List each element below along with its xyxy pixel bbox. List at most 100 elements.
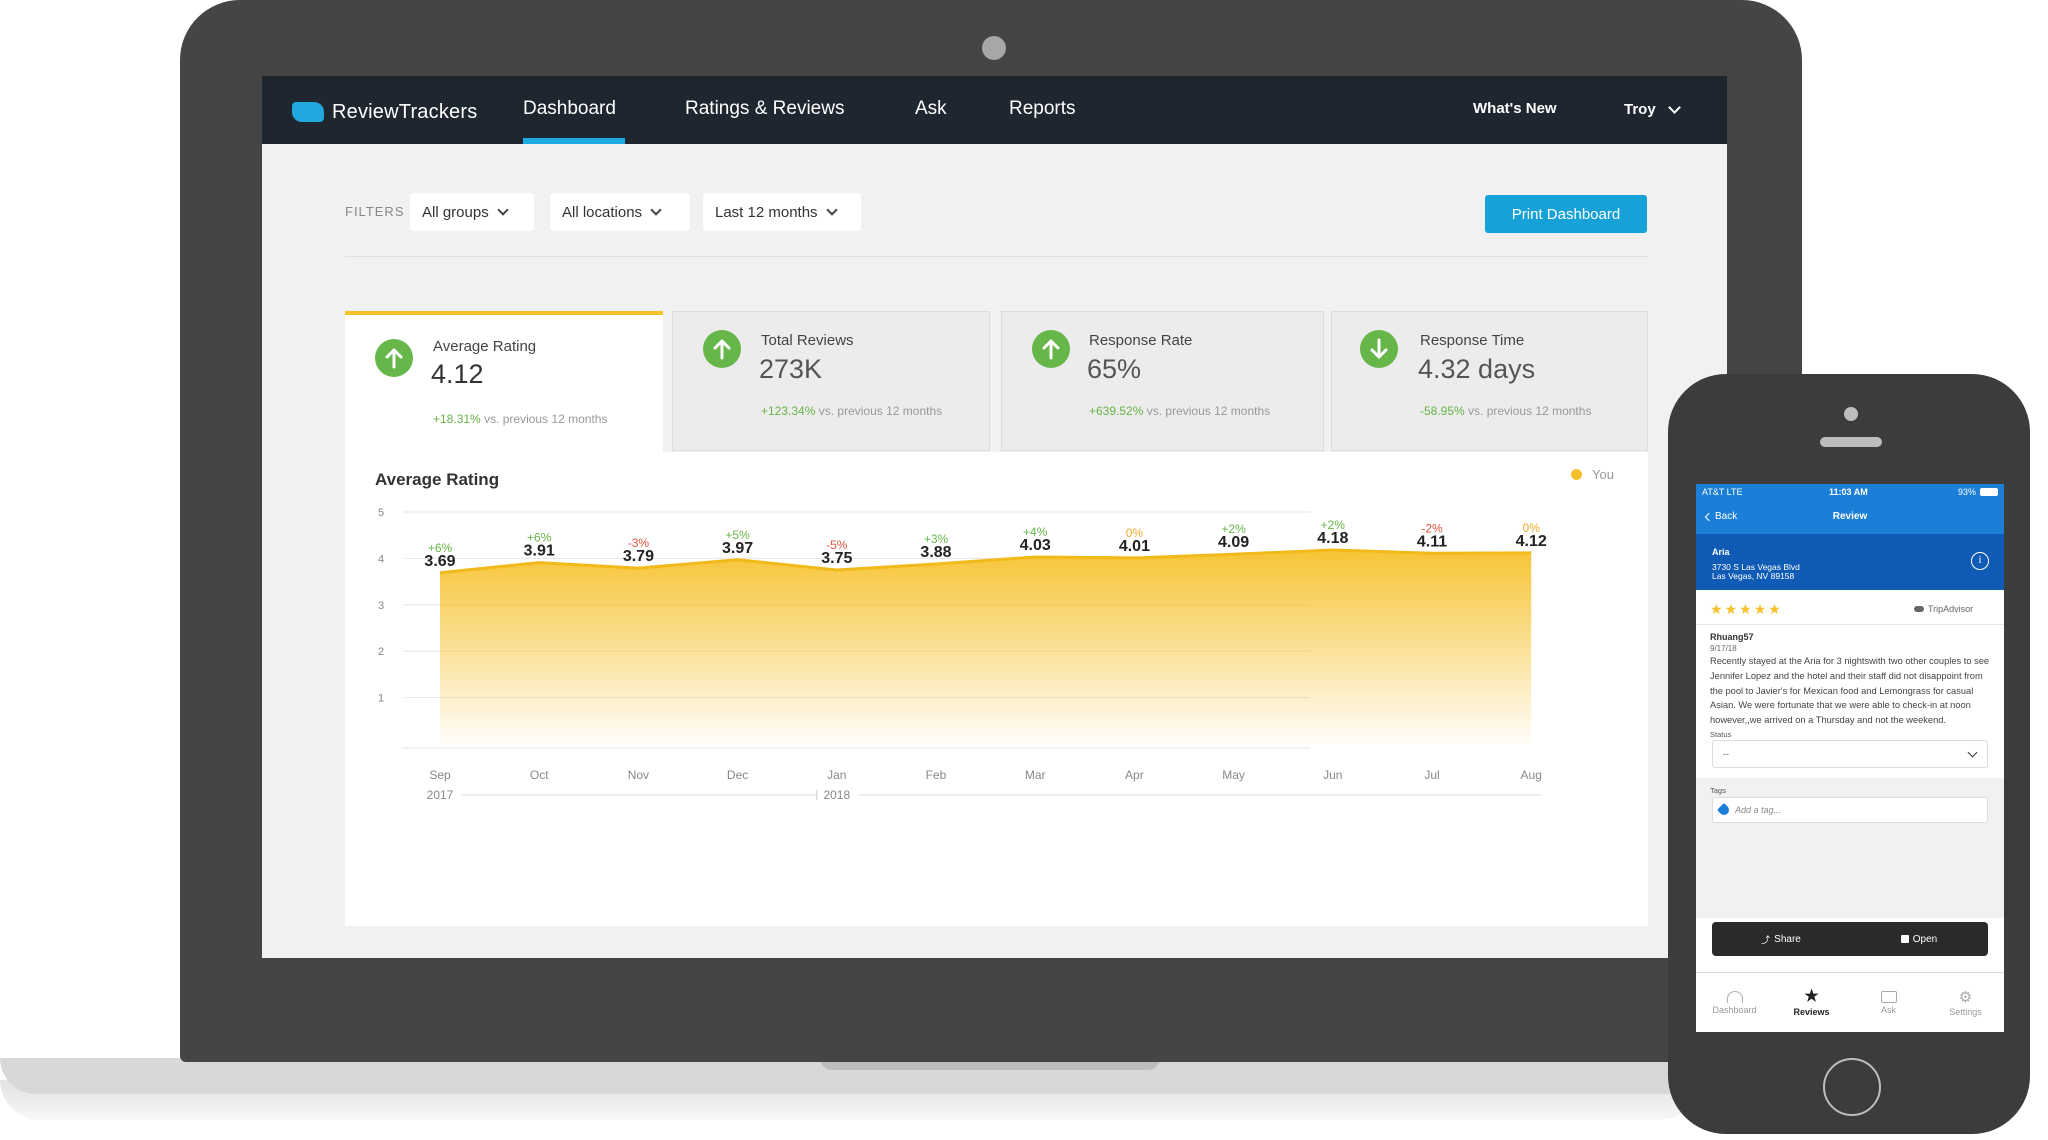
nav-ask[interactable]: Ask	[915, 98, 947, 119]
rating-area	[440, 550, 1532, 744]
filters-label: FILTERS	[345, 204, 405, 219]
business-name: Aria	[1712, 547, 1730, 557]
stat-delta: -58.95% vs. previous 12 months	[1420, 404, 1591, 418]
y-tick-label: 3	[378, 600, 384, 612]
tab-ask[interactable]: Ask	[1850, 973, 1927, 1032]
open-button[interactable]: Open	[1850, 922, 1988, 956]
stat-delta-percent: -58.95%	[1420, 404, 1465, 418]
star-icon: ★	[1753, 601, 1767, 617]
stat-compare: vs. previous 12 months	[1146, 404, 1271, 418]
groups-dropdown[interactable]: All groups	[410, 193, 534, 231]
stat-value: 4.12	[431, 359, 484, 389]
x-tick-label: Oct	[530, 768, 549, 782]
info-icon[interactable]: i	[1971, 552, 1989, 570]
battery-icon	[1980, 488, 1998, 496]
phone-camera	[1844, 407, 1858, 421]
stat-value: 273K	[759, 354, 823, 384]
tag-input[interactable]: Add a tag...	[1712, 797, 1988, 823]
star-icon: ★	[1724, 601, 1738, 617]
chevron-down-icon	[825, 204, 838, 216]
year-label: 2018	[823, 788, 850, 802]
data-label: 3.97	[722, 540, 753, 557]
divider	[1696, 624, 2004, 625]
tab-settings[interactable]: ⚙ Settings	[1927, 973, 2004, 1032]
stat-compare: vs. previous 12 months	[818, 404, 943, 418]
change-label: -2%	[1421, 521, 1443, 535]
print-dashboard-button[interactable]: Print Dashboard	[1485, 195, 1647, 233]
x-tick-label: Aug	[1521, 768, 1542, 782]
back-label: Back	[1715, 511, 1738, 522]
period-dropdown[interactable]: Last 12 months	[703, 193, 861, 231]
phone-status-bar: AT&T LTE 11:03 AM 93%	[1696, 484, 2004, 500]
carrier: AT&T LTE	[1702, 487, 1743, 497]
locations-dropdown-value: All locations	[562, 203, 643, 221]
logo-icon	[292, 102, 324, 122]
data-label: 3.79	[623, 548, 654, 565]
reviewer-name: Rhuang57	[1710, 632, 1754, 642]
x-tick-label: Jan	[827, 768, 846, 782]
data-label: 3.91	[524, 543, 555, 560]
divider	[345, 256, 1648, 257]
arrow-up-icon	[1032, 330, 1070, 368]
data-label: 3.88	[920, 544, 951, 561]
tab-label: Settings	[1949, 1006, 1982, 1017]
y-tick-label: 5	[378, 507, 384, 519]
clock: 11:03 AM	[1829, 487, 1868, 497]
status-label: Status	[1710, 730, 1732, 739]
change-label: +3%	[924, 532, 949, 546]
tab-reviews[interactable]: ★ Reviews	[1773, 973, 1850, 1032]
logo[interactable]: ReviewTrackers	[292, 100, 477, 124]
change-label: -3%	[628, 536, 650, 550]
address-line2: Las Vegas, NV 89158	[1712, 571, 1795, 581]
arrow-up-icon	[703, 330, 741, 368]
stat-delta-percent: +18.31%	[433, 412, 481, 426]
stat-label: Response Rate	[1089, 332, 1193, 349]
address-line1: 3730 S Las Vegas Blvd	[1712, 562, 1800, 572]
laptop-camera	[982, 36, 1006, 60]
header-title: Review	[1832, 511, 1868, 522]
nav-reports[interactable]: Reports	[1009, 98, 1076, 119]
back-button[interactable]: Back	[1704, 511, 1738, 522]
share-button[interactable]: ⤴ Share	[1712, 922, 1850, 956]
star-icon: ★	[1768, 601, 1781, 617]
x-tick-label: Apr	[1125, 768, 1144, 782]
stat-card-average-rating[interactable]: Average Rating 4.12 +18.31% vs. previous…	[345, 311, 663, 457]
status-value: --	[1723, 749, 1729, 759]
tab-dashboard[interactable]: Dashboard	[1696, 973, 1773, 1032]
tags-label: Tags	[1710, 786, 1726, 795]
tab-label: Ask	[1880, 1005, 1896, 1015]
stat-delta-percent: +123.34%	[761, 404, 816, 418]
change-label: +5%	[725, 528, 750, 542]
chevron-down-icon	[650, 204, 662, 216]
user-menu[interactable]: Troy	[1624, 76, 1681, 144]
stat-delta: +639.52% vs. previous 12 months	[1089, 404, 1270, 418]
gear-icon: ⚙	[1958, 988, 1973, 1006]
stat-card-response-rate[interactable]: Response Rate 65% +639.52% vs. previous …	[1001, 311, 1324, 451]
status-select[interactable]: --	[1712, 740, 1988, 768]
stat-card-total-reviews[interactable]: Total Reviews 273K +123.34% vs. previous…	[672, 311, 990, 451]
x-tick-label: Mar	[1025, 768, 1046, 782]
nav-dashboard[interactable]: Dashboard	[523, 98, 616, 119]
data-label: 4.12	[1516, 533, 1547, 550]
whats-new-link[interactable]: What's New	[1473, 100, 1557, 117]
nav-ratings-reviews[interactable]: Ratings & Reviews	[685, 98, 845, 119]
locations-dropdown[interactable]: All locations	[550, 193, 690, 231]
x-tick-label: Dec	[727, 768, 748, 782]
home-button[interactable]	[1823, 1058, 1881, 1116]
star-icon: ★	[1739, 601, 1752, 617]
tag-icon	[1716, 802, 1732, 818]
x-tick-label: Nov	[628, 768, 649, 782]
stat-card-response-time[interactable]: Response Time 4.32 days -58.95% vs. prev…	[1331, 311, 1648, 451]
data-label: 3.75	[821, 550, 852, 567]
legend-label: You	[1592, 467, 1614, 482]
phone-tab-bar: Dashboard ★ Reviews Ask ⚙ Settings	[1696, 972, 2004, 1032]
change-label: +2%	[1321, 518, 1346, 532]
x-tick-label: May	[1222, 768, 1245, 782]
logo-text: ReviewTrackers	[332, 100, 478, 123]
chart-legend[interactable]: You	[1571, 467, 1614, 482]
x-tick-label: Jul	[1424, 768, 1439, 782]
gauge-icon	[1726, 991, 1743, 1003]
x-tick-label: Sep	[429, 768, 451, 782]
